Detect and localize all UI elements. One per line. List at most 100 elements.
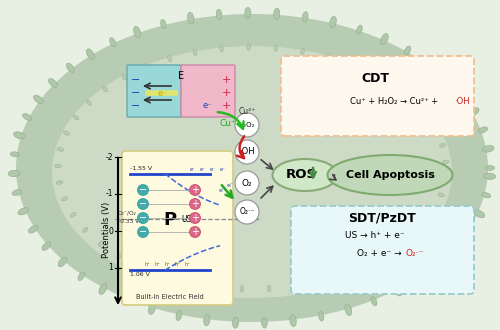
Text: h⁺: h⁺ bbox=[145, 262, 151, 267]
Ellipse shape bbox=[434, 259, 443, 269]
Ellipse shape bbox=[12, 190, 22, 195]
Circle shape bbox=[138, 226, 148, 238]
Text: ·OH: ·OH bbox=[454, 97, 469, 107]
Ellipse shape bbox=[478, 127, 488, 133]
Text: +: + bbox=[191, 213, 199, 223]
Ellipse shape bbox=[300, 48, 304, 54]
Ellipse shape bbox=[392, 83, 396, 89]
Ellipse shape bbox=[344, 271, 348, 277]
Text: O₂: O₂ bbox=[242, 179, 252, 187]
Ellipse shape bbox=[380, 34, 388, 45]
Text: e⁻: e⁻ bbox=[157, 88, 167, 97]
Text: +: + bbox=[191, 199, 199, 209]
Text: e⁻: e⁻ bbox=[202, 102, 212, 111]
FancyBboxPatch shape bbox=[181, 65, 235, 117]
Ellipse shape bbox=[245, 7, 251, 19]
Ellipse shape bbox=[328, 155, 452, 195]
Ellipse shape bbox=[22, 114, 32, 120]
Text: -2: -2 bbox=[106, 152, 113, 161]
Ellipse shape bbox=[274, 8, 280, 19]
Ellipse shape bbox=[70, 213, 76, 217]
Ellipse shape bbox=[474, 210, 485, 218]
Ellipse shape bbox=[124, 295, 130, 304]
Circle shape bbox=[235, 171, 259, 195]
Text: h⁺: h⁺ bbox=[185, 262, 191, 267]
Text: -1.55 V: -1.55 V bbox=[130, 166, 152, 171]
Text: Cu²⁺: Cu²⁺ bbox=[238, 108, 256, 116]
Ellipse shape bbox=[122, 74, 126, 80]
Ellipse shape bbox=[422, 111, 428, 116]
Ellipse shape bbox=[193, 49, 197, 55]
Text: −: − bbox=[132, 101, 140, 111]
Ellipse shape bbox=[28, 225, 38, 233]
Text: O₂⁻/O₂: O₂⁻/O₂ bbox=[118, 211, 137, 216]
Text: −: − bbox=[139, 199, 147, 209]
Text: −: − bbox=[132, 88, 140, 98]
Ellipse shape bbox=[442, 177, 448, 180]
Ellipse shape bbox=[318, 312, 324, 321]
Ellipse shape bbox=[451, 244, 460, 253]
Text: -1: -1 bbox=[106, 189, 113, 199]
Text: ·OH: ·OH bbox=[239, 148, 255, 156]
Ellipse shape bbox=[138, 264, 142, 270]
Text: 1: 1 bbox=[108, 263, 113, 273]
Ellipse shape bbox=[388, 250, 392, 256]
Ellipse shape bbox=[18, 208, 29, 215]
Circle shape bbox=[138, 199, 148, 210]
Ellipse shape bbox=[424, 59, 432, 69]
Text: US → h⁺ + e⁻: US → h⁺ + e⁻ bbox=[345, 232, 405, 241]
Ellipse shape bbox=[409, 96, 414, 102]
Ellipse shape bbox=[484, 173, 496, 180]
Ellipse shape bbox=[162, 273, 166, 279]
Text: e⁻: e⁻ bbox=[226, 183, 234, 188]
Text: +: + bbox=[191, 185, 199, 195]
Ellipse shape bbox=[186, 279, 190, 285]
Ellipse shape bbox=[367, 261, 372, 267]
Ellipse shape bbox=[216, 9, 222, 20]
Text: +: + bbox=[222, 101, 230, 111]
Text: e⁻: e⁻ bbox=[190, 167, 196, 172]
Ellipse shape bbox=[16, 14, 488, 322]
FancyBboxPatch shape bbox=[291, 206, 474, 294]
Ellipse shape bbox=[14, 132, 25, 139]
Ellipse shape bbox=[330, 16, 336, 28]
Text: ROS: ROS bbox=[286, 169, 316, 182]
Text: h⁺: h⁺ bbox=[175, 262, 181, 267]
Text: −: − bbox=[139, 227, 147, 237]
Text: H₂O₂: H₂O₂ bbox=[239, 122, 255, 128]
Ellipse shape bbox=[78, 272, 85, 280]
Ellipse shape bbox=[204, 314, 210, 326]
Ellipse shape bbox=[213, 283, 216, 290]
Ellipse shape bbox=[10, 152, 20, 157]
Text: −: − bbox=[132, 75, 140, 85]
Text: +: + bbox=[222, 88, 230, 98]
Ellipse shape bbox=[272, 159, 338, 191]
Ellipse shape bbox=[42, 242, 51, 250]
Ellipse shape bbox=[66, 63, 74, 72]
Ellipse shape bbox=[482, 193, 491, 198]
Ellipse shape bbox=[302, 12, 308, 22]
Text: e⁻: e⁻ bbox=[220, 167, 226, 172]
Ellipse shape bbox=[432, 127, 438, 131]
Circle shape bbox=[138, 184, 148, 195]
Text: Cu⁺ + H₂O₂ → Cu²⁺ +: Cu⁺ + H₂O₂ → Cu²⁺ + bbox=[350, 97, 441, 107]
Ellipse shape bbox=[294, 282, 298, 289]
FancyBboxPatch shape bbox=[122, 151, 233, 305]
Text: e⁻: e⁻ bbox=[210, 167, 216, 172]
Text: US: US bbox=[181, 215, 191, 224]
Ellipse shape bbox=[102, 86, 108, 92]
Text: Cu⁺: Cu⁺ bbox=[220, 119, 236, 128]
Ellipse shape bbox=[144, 64, 148, 70]
Ellipse shape bbox=[64, 131, 70, 135]
Ellipse shape bbox=[405, 238, 410, 243]
Ellipse shape bbox=[55, 164, 62, 168]
Text: e⁻: e⁻ bbox=[218, 188, 226, 193]
Text: +: + bbox=[222, 75, 230, 85]
Ellipse shape bbox=[34, 95, 43, 104]
Ellipse shape bbox=[457, 90, 466, 99]
Ellipse shape bbox=[267, 285, 271, 292]
Ellipse shape bbox=[56, 181, 62, 184]
Ellipse shape bbox=[371, 297, 377, 306]
Ellipse shape bbox=[416, 273, 424, 283]
Ellipse shape bbox=[442, 74, 450, 83]
